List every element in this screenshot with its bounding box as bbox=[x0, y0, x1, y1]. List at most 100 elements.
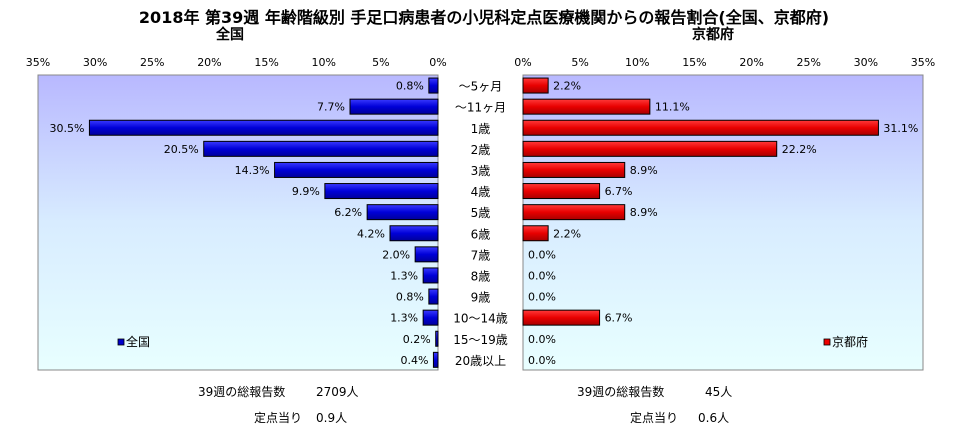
right-total-reports-label: 39週の総報告数 bbox=[577, 385, 665, 399]
right-bar bbox=[522, 161, 626, 178]
left-bar bbox=[88, 119, 439, 136]
age-category-label: 8歳 bbox=[471, 269, 491, 283]
left-bar bbox=[422, 309, 439, 326]
left-total-reports: 39週の総報告数 2709人 bbox=[198, 383, 359, 400]
age-category-label: ～5ヶ月 bbox=[459, 80, 503, 94]
left-bar bbox=[428, 288, 439, 305]
right-bar-value-label: 6.7% bbox=[605, 185, 633, 198]
left-bar-value-label: 0.8% bbox=[396, 80, 424, 93]
right-bar bbox=[522, 204, 626, 221]
left-bar-value-label: 14.3% bbox=[235, 164, 270, 177]
right-bar-value-label: 0.0% bbox=[528, 248, 556, 261]
left-axis-tick-label: 15% bbox=[254, 56, 278, 69]
left-axis-tick-label: 0% bbox=[429, 56, 446, 69]
right-bar bbox=[522, 77, 549, 94]
left-bar-value-label: 9.9% bbox=[292, 185, 320, 198]
right-axis-tick-label: 5% bbox=[571, 56, 588, 69]
left-bar bbox=[422, 267, 439, 284]
left-bar-value-label: 2.0% bbox=[382, 248, 410, 261]
left-bar-value-label: 30.5% bbox=[49, 122, 84, 135]
right-per-site-value: 0.6人 bbox=[698, 411, 730, 425]
left-per-site-label: 定点当り bbox=[254, 411, 303, 425]
right-bar-value-label: 11.1% bbox=[655, 101, 690, 114]
right-bar-value-label: 8.9% bbox=[630, 206, 658, 219]
age-category-label: 20歳以上 bbox=[455, 354, 506, 368]
left-bar-value-label: 0.2% bbox=[403, 333, 431, 346]
right-bar bbox=[522, 98, 651, 115]
right-bar-value-label: 6.7% bbox=[605, 312, 633, 325]
left-axis-tick-label: 30% bbox=[83, 56, 107, 69]
right-bar bbox=[522, 225, 549, 242]
left-legend-label: 全国 bbox=[126, 334, 150, 349]
right-axis-tick-label: 35% bbox=[911, 56, 935, 69]
right-bar bbox=[522, 309, 601, 326]
left-per-site: 定点当り 0.9人 bbox=[254, 409, 347, 426]
right-axis-tick-label: 30% bbox=[854, 56, 878, 69]
left-bar-value-label: 0.8% bbox=[396, 291, 424, 304]
left-axis-tick-label: 25% bbox=[140, 56, 164, 69]
right-bar-value-label: 0.0% bbox=[528, 269, 556, 282]
age-category-label: 6歳 bbox=[471, 227, 491, 241]
age-category-label: 4歳 bbox=[471, 185, 491, 199]
left-legend-swatch bbox=[117, 338, 125, 346]
left-total-reports-label: 39週の総報告数 bbox=[198, 385, 286, 399]
right-bar-value-label: 0.0% bbox=[528, 291, 556, 304]
age-category-label: 10～14歳 bbox=[453, 312, 508, 326]
age-category-label: 5歳 bbox=[471, 206, 491, 220]
left-bar bbox=[432, 351, 439, 368]
left-bar bbox=[414, 246, 439, 263]
right-per-site: 定点当り 0.6人 bbox=[630, 409, 729, 426]
left-bar bbox=[366, 204, 439, 221]
left-bar bbox=[428, 77, 439, 94]
left-axis-tick-label: 35% bbox=[26, 56, 50, 69]
age-category-label: ～11ヶ月 bbox=[455, 101, 506, 115]
left-bar bbox=[389, 225, 439, 242]
right-axis-tick-label: 25% bbox=[796, 56, 820, 69]
left-axis-tick-label: 5% bbox=[372, 56, 389, 69]
age-category-label: 1歳 bbox=[471, 122, 491, 136]
left-bar-value-label: 0.4% bbox=[400, 354, 428, 367]
age-category-label: 3歳 bbox=[471, 164, 491, 178]
left-bar bbox=[324, 183, 439, 200]
right-total-reports: 39週の総報告数 45人 bbox=[577, 383, 732, 400]
left-bar bbox=[435, 330, 439, 347]
age-category-label: 9歳 bbox=[471, 291, 491, 305]
left-plot-area bbox=[37, 74, 439, 371]
right-per-site-label: 定点当り bbox=[630, 411, 679, 425]
left-bar-value-label: 20.5% bbox=[164, 143, 199, 156]
age-category-label: 7歳 bbox=[471, 248, 491, 262]
chart-title: 2018年 第39週 年齢階級別 手足口病患者の小児科定点医療機関からの報告割合… bbox=[138, 8, 830, 27]
left-bar-value-label: 1.3% bbox=[390, 269, 418, 282]
right-bar bbox=[522, 119, 879, 136]
age-category-label: 15～19歳 bbox=[453, 333, 508, 347]
right-bar-value-label: 0.0% bbox=[528, 333, 556, 346]
left-bar bbox=[274, 161, 439, 178]
right-total-reports-value: 45人 bbox=[705, 385, 733, 399]
left-axis-tick-label: 20% bbox=[197, 56, 221, 69]
right-axis-tick-label: 0% bbox=[514, 56, 531, 69]
left-bar-value-label: 4.2% bbox=[357, 227, 385, 240]
left-bar bbox=[349, 98, 439, 115]
right-axis-tick-label: 10% bbox=[625, 56, 649, 69]
left-total-reports-value: 2709人 bbox=[316, 385, 359, 399]
right-legend-swatch bbox=[823, 338, 831, 346]
left-per-site-value: 0.9人 bbox=[316, 411, 348, 425]
left-axis-tick-label: 10% bbox=[311, 56, 335, 69]
right-bar-value-label: 8.9% bbox=[630, 164, 658, 177]
right-bar-value-label: 2.2% bbox=[553, 80, 581, 93]
right-bar-value-label: 22.2% bbox=[782, 143, 817, 156]
right-bar bbox=[522, 183, 601, 200]
left-bar bbox=[203, 140, 439, 157]
left-chart-title: 全国 bbox=[216, 27, 244, 43]
right-bar bbox=[522, 140, 778, 157]
right-bar-value-label: 2.2% bbox=[553, 227, 581, 240]
right-axis-tick-label: 15% bbox=[682, 56, 706, 69]
right-bar-value-label: 31.1% bbox=[883, 122, 918, 135]
right-chart-title: 京都府 bbox=[692, 27, 734, 43]
left-bar-value-label: 6.2% bbox=[334, 206, 362, 219]
right-axis-tick-label: 20% bbox=[739, 56, 763, 69]
right-legend-label: 京都府 bbox=[832, 334, 868, 349]
left-bar-value-label: 1.3% bbox=[390, 312, 418, 325]
left-bar-value-label: 7.7% bbox=[317, 101, 345, 114]
